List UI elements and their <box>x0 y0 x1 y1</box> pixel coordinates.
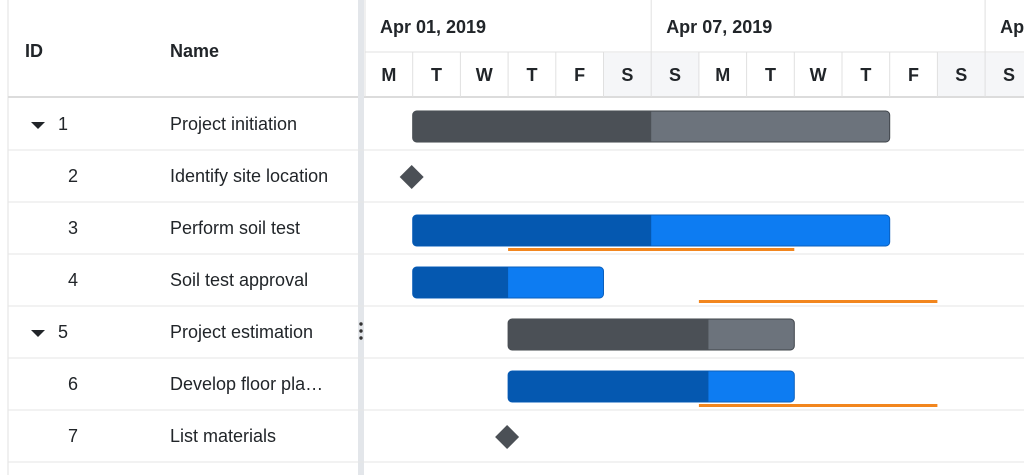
weekend-header <box>985 53 1024 96</box>
day-label: S <box>669 65 681 85</box>
weekend-header <box>937 53 986 96</box>
day-label: T <box>526 65 537 85</box>
day-label: S <box>955 65 967 85</box>
task-name: Perform soil test <box>170 218 300 238</box>
column-header[interactable]: Name <box>170 41 219 61</box>
task-name: Develop floor pla… <box>170 374 323 394</box>
day-label: T <box>765 65 776 85</box>
day-label: M <box>381 65 396 85</box>
milestone[interactable] <box>399 165 424 189</box>
week-label: Apr 07, 2019 <box>666 17 772 37</box>
task-id: 3 <box>68 218 78 238</box>
column-header[interactable]: ID <box>25 41 43 61</box>
task-id: 1 <box>58 114 68 134</box>
day-label: W <box>476 65 493 85</box>
task-name: Project initiation <box>170 114 297 134</box>
task-id: 6 <box>68 374 78 394</box>
task-name: List materials <box>170 426 276 446</box>
day-label: W <box>810 65 827 85</box>
splitter-grip[interactable] <box>359 329 363 333</box>
baseline <box>698 300 938 303</box>
day-label: T <box>431 65 442 85</box>
task-id: 5 <box>58 322 68 342</box>
baseline <box>698 404 938 407</box>
weekend-header <box>603 53 652 96</box>
weekend-header <box>651 53 699 96</box>
task-id: 4 <box>68 270 78 290</box>
progress-bar[interactable] <box>412 215 652 246</box>
splitter-grip[interactable] <box>359 336 363 340</box>
collapse-arrow[interactable] <box>31 330 45 337</box>
splitter-grip[interactable] <box>359 322 363 326</box>
progress-bar[interactable] <box>508 319 709 350</box>
task-name: Soil test approval <box>170 270 308 290</box>
day-label: M <box>715 65 730 85</box>
progress-bar[interactable] <box>508 371 709 402</box>
task-name: Project estimation <box>170 322 313 342</box>
progress-bar[interactable] <box>412 111 652 142</box>
task-name: Identify site location <box>170 166 328 186</box>
day-label: S <box>1003 65 1015 85</box>
task-id: 2 <box>68 166 78 186</box>
week-label: Apr 01, 2019 <box>380 17 486 37</box>
day-label: F <box>908 65 919 85</box>
day-label: S <box>621 65 633 85</box>
task-id: 7 <box>68 426 78 446</box>
collapse-arrow[interactable] <box>31 122 45 129</box>
splitter[interactable] <box>358 0 364 475</box>
progress-bar[interactable] <box>412 267 509 298</box>
day-label: T <box>860 65 871 85</box>
milestone[interactable] <box>495 425 520 449</box>
day-label: F <box>574 65 585 85</box>
week-label: Ap <box>1000 17 1024 37</box>
baseline <box>508 248 795 251</box>
